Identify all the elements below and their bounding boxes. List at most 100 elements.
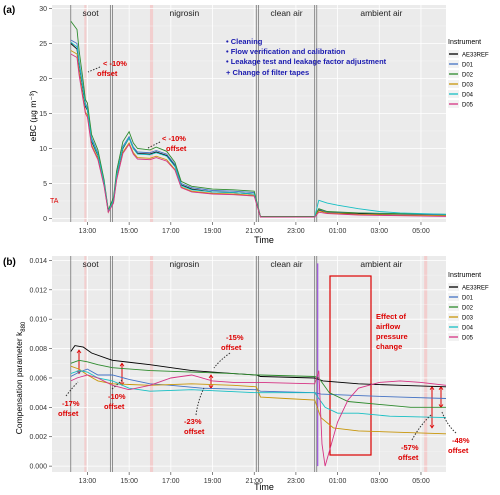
off-17-l1: -17% bbox=[62, 399, 80, 408]
arrow-b-48 bbox=[441, 411, 457, 434]
a-xtick-label-2: 17:00 bbox=[162, 228, 180, 235]
b-ytick-label-4: 0.008 bbox=[29, 346, 47, 353]
panel-b-ylabel: Compensation parameter k880 bbox=[14, 321, 27, 434]
note-flow: • Flow verification and calibration bbox=[226, 47, 346, 56]
b-legend-label-d03: D03 bbox=[462, 316, 474, 322]
panel-a-offset-1-line2: offset bbox=[97, 69, 118, 78]
panel-b-effect-label: Effect of airflow pressure change bbox=[376, 312, 408, 351]
b-period-label-ambient-air: ambient air bbox=[360, 259, 402, 269]
panel-b-plot: 0.000 0.002 0.004 0.006 0.008 0.010 0.012 0.014… bbox=[29, 256, 447, 485]
b-ytick-label-5: 0.010 bbox=[29, 317, 47, 324]
a-xtick-label-0: 13:00 bbox=[79, 228, 97, 235]
panel-a-plot: 0 5 10 15 20 25 30 13:00 15:00 17:00 19:00 21:00 23:… bbox=[39, 5, 447, 235]
b-legend-label-d01: D01 bbox=[462, 296, 474, 302]
note-cleaning: • Cleaning bbox=[226, 37, 263, 46]
b-xtick-label-5: 23:00 bbox=[287, 478, 305, 485]
effect-l2: airflow bbox=[376, 322, 400, 331]
a-xtick-label-3: 19:00 bbox=[204, 228, 222, 235]
a-period-label-nigrosin: nigrosin bbox=[169, 8, 199, 18]
b-series-ae33ref bbox=[70, 345, 447, 388]
b-period-label-soot: soot bbox=[83, 259, 100, 269]
off-23-l2: offset bbox=[184, 427, 205, 436]
b-ytick-label-1: 0.002 bbox=[29, 434, 47, 441]
arrow-a-2 bbox=[147, 141, 161, 149]
b-offset-arrowhead-top-0 bbox=[76, 349, 82, 354]
b-xtick-label-7: 03:00 bbox=[371, 478, 389, 485]
panel-a-legend: Instrument AE33REF D01 D02 D03 D04 D05 bbox=[448, 39, 489, 109]
b-xtick-label-6: 01:00 bbox=[329, 478, 347, 485]
a-series-d04 bbox=[70, 41, 447, 218]
b-legend-title: Instrument bbox=[448, 272, 481, 279]
b-xtick-label-3: 19:00 bbox=[204, 478, 222, 485]
panel-b-arrows bbox=[65, 352, 457, 441]
panel-a-label: (a) bbox=[3, 5, 15, 16]
a-xtick-label-4: 21:00 bbox=[245, 228, 263, 235]
a-series-d02 bbox=[70, 20, 447, 217]
note-leakage: • Leakage test and leakage factor adjust… bbox=[226, 57, 387, 66]
b-xtick-label-1: 15:00 bbox=[120, 478, 138, 485]
note-filter-tapes: + Change of filter tapes bbox=[226, 68, 309, 77]
b-xtick-label-0: 13:00 bbox=[79, 478, 97, 485]
panel-a-offset-2-line1: < -10% bbox=[162, 134, 186, 143]
panel-a-arrows bbox=[87, 66, 161, 149]
panel-a-offset-2-line2: offset bbox=[166, 144, 187, 153]
panel-b-legend: Instrument AE33REF D01 D02 D03 D04 D05 bbox=[448, 272, 489, 342]
panel-b-offset-labels: -17% offset -10% offset -15% offset -23%… bbox=[58, 333, 470, 462]
b-offset-arrowhead-top-2 bbox=[208, 374, 214, 379]
a-legend-label-ae33ref: AE33REF bbox=[462, 53, 489, 59]
off-10-l2: offset bbox=[104, 402, 125, 411]
b-offset-arrowhead-bottom-3 bbox=[429, 424, 435, 429]
b-series-d05 bbox=[70, 370, 447, 467]
b-period-label-clean-air: clean air bbox=[270, 259, 302, 269]
off-57-l1: -57% bbox=[401, 443, 419, 452]
panel-a-ta-label: TA bbox=[50, 198, 59, 205]
a-xtick-label-6: 01:00 bbox=[329, 228, 347, 235]
a-legend-label-d02: D02 bbox=[462, 73, 474, 79]
a-legend-label-d01: D01 bbox=[462, 63, 474, 69]
b-red-band-1 bbox=[149, 256, 154, 472]
a-xtick-label-7: 03:00 bbox=[371, 228, 389, 235]
off-48-l2: offset bbox=[448, 446, 469, 455]
b-xtick-label-2: 17:00 bbox=[162, 478, 180, 485]
b-plot-bg bbox=[52, 256, 446, 472]
panel-b: (b) Compensation parameter k880 0.0000.0… bbox=[3, 256, 489, 492]
off-10-l1: -10% bbox=[108, 392, 126, 401]
a-ytick-label-3: 15 bbox=[39, 111, 47, 118]
a-ytick-label-6: 30 bbox=[39, 6, 47, 13]
b-series-d02 bbox=[70, 359, 446, 408]
b-offset-arrowhead-top-1 bbox=[119, 362, 125, 367]
b-ytick-label-2: 0.004 bbox=[29, 405, 47, 412]
a-period-label-soot: soot bbox=[83, 8, 100, 18]
a-legend-label-d04: D04 bbox=[462, 93, 474, 99]
b-ytick-label-3: 0.006 bbox=[29, 375, 47, 382]
b-red-band-2 bbox=[424, 256, 428, 472]
off-48-l1: -48% bbox=[452, 436, 470, 445]
b-red-band-0 bbox=[84, 256, 87, 472]
b-legend-label-ae33ref: AE33REF bbox=[462, 286, 489, 292]
panel-b-xlabel: Time bbox=[254, 482, 274, 492]
a-legend-title: Instrument bbox=[448, 39, 481, 46]
b-xtick-label-8: 05:00 bbox=[412, 478, 430, 485]
arrow-b-10 bbox=[111, 379, 123, 390]
b-series-d01 bbox=[70, 368, 447, 399]
b-xtick-label-4: 21:00 bbox=[245, 478, 263, 485]
arrow-b-57 bbox=[411, 413, 433, 441]
a-series-d05 bbox=[70, 53, 447, 218]
panel-a-xlabel: Time bbox=[254, 235, 274, 245]
b-series-d03 bbox=[70, 365, 447, 435]
a-ytick-label-2: 10 bbox=[39, 146, 47, 153]
panel-a-offset-1-line1: < -10% bbox=[103, 59, 127, 68]
b-legend-label-d02: D02 bbox=[462, 306, 474, 312]
effect-l3: pressure bbox=[376, 332, 408, 341]
effect-l4: change bbox=[376, 342, 402, 351]
off-17-l2: offset bbox=[58, 409, 79, 418]
a-period-label-clean-air: clean air bbox=[270, 8, 302, 18]
b-ytick-label-6: 0.012 bbox=[29, 287, 47, 294]
b-effect-box bbox=[329, 275, 372, 456]
a-legend-label-d03: D03 bbox=[462, 83, 474, 89]
off-57-l2: offset bbox=[398, 453, 419, 462]
a-xtick-label-5: 23:00 bbox=[287, 228, 305, 235]
panel-b-label: (b) bbox=[3, 257, 16, 268]
panel-a: (a) eBC (µg m⁻³) 0 5 10 15 20 25 30 13:00 15:00 1… bbox=[3, 5, 489, 245]
